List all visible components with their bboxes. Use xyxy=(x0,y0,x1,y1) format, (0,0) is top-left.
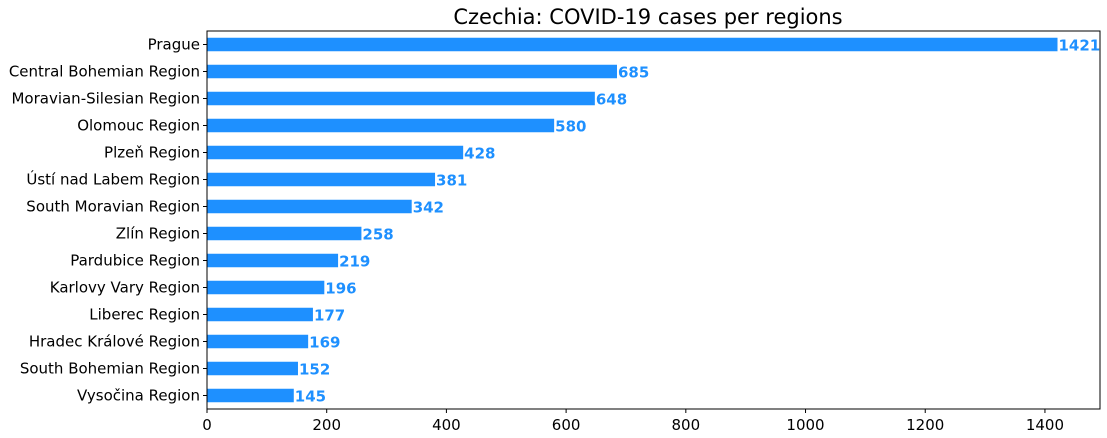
category-label: Olomouc Region xyxy=(77,117,200,135)
bar xyxy=(207,307,313,322)
data-label: 145 xyxy=(295,388,326,406)
x-tick-label: 600 xyxy=(552,416,581,434)
data-label: 342 xyxy=(413,199,444,217)
bar xyxy=(207,145,464,160)
x-tick-label: 400 xyxy=(432,416,461,434)
category-label: Vysočina Region xyxy=(77,387,200,405)
bar xyxy=(207,226,362,241)
x-tick-label: 1200 xyxy=(906,416,944,434)
data-label: 219 xyxy=(339,253,370,271)
x-tick-label: 0 xyxy=(202,416,212,434)
bar xyxy=(207,37,1058,52)
data-label: 685 xyxy=(618,64,649,82)
bar xyxy=(207,334,309,349)
category-label: Prague xyxy=(148,36,200,54)
category-label: Pardubice Region xyxy=(70,252,200,270)
data-label: 648 xyxy=(596,91,627,109)
category-label: Moravian-Silesian Region xyxy=(11,90,200,108)
data-label: 580 xyxy=(555,118,586,136)
data-label: 169 xyxy=(309,334,340,352)
category-labels-group: Prague Central Bohemian Region Moravian-Si… xyxy=(9,36,207,405)
bar xyxy=(207,280,325,295)
data-labels-group: 1421 685 648 580 428 381 342 258 219 196 177 169 152… xyxy=(295,37,1100,406)
x-tick-label: 200 xyxy=(312,416,341,434)
data-label: 1421 xyxy=(1059,37,1101,55)
category-label: Karlovy Vary Region xyxy=(50,279,200,297)
category-label: Hradec Králové Region xyxy=(29,333,200,351)
bar xyxy=(207,64,617,79)
bar xyxy=(207,91,595,106)
data-label: 258 xyxy=(362,226,393,244)
x-axis-ticks-group: 0 200 400 600 800 1000 1200 1400 xyxy=(202,409,1064,434)
plot-area-frame xyxy=(206,30,1101,410)
category-label: Plzeň Region xyxy=(104,144,200,162)
category-label: South Moravian Region xyxy=(26,198,200,216)
bar xyxy=(207,253,339,268)
data-label: 428 xyxy=(464,145,495,163)
category-label: Zlín Region xyxy=(116,225,200,243)
bar xyxy=(207,361,298,376)
category-label: Ústí nad Labem Region xyxy=(26,170,200,189)
bar xyxy=(207,118,555,133)
data-label: 381 xyxy=(436,172,467,190)
chart-title: Czechia: COVID-19 cases per regions xyxy=(453,5,842,29)
data-label: 196 xyxy=(325,280,356,298)
x-tick-label: 1000 xyxy=(786,416,824,434)
category-label: South Bohemian Region xyxy=(20,360,200,378)
bar xyxy=(207,199,412,214)
bars-group xyxy=(207,37,1058,403)
x-tick-label: 1400 xyxy=(1026,416,1064,434)
x-tick-label: 800 xyxy=(672,416,701,434)
category-label: Liberec Region xyxy=(89,306,200,324)
bar xyxy=(207,388,294,403)
category-label: Central Bohemian Region xyxy=(9,63,200,81)
bar xyxy=(207,172,436,187)
data-label: 152 xyxy=(299,361,330,379)
data-label: 177 xyxy=(314,307,345,325)
